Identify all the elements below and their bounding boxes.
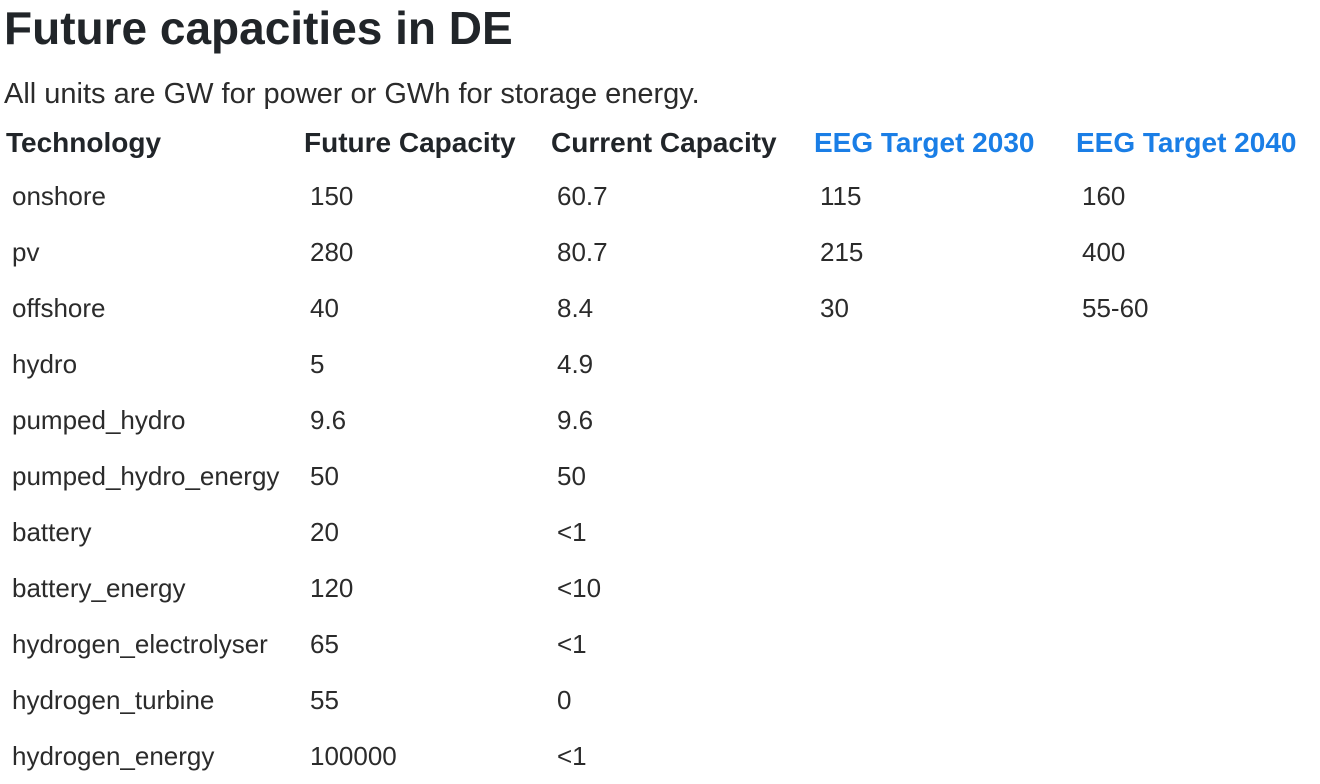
cell-eeg-target-2030	[808, 504, 1070, 560]
cell-future-capacity: 100000	[310, 740, 397, 771]
cell-eeg-target-2040	[1070, 504, 1320, 560]
table-row: hydrogen_electrolyser 65 <1	[0, 616, 1320, 672]
cell-eeg-target-2040	[1070, 336, 1320, 392]
cell-technology: hydro	[12, 348, 78, 379]
cell-current-capacity: <1	[557, 516, 587, 547]
cell-future-capacity: 55	[310, 684, 339, 715]
cell-technology: hydrogen_energy	[12, 740, 215, 771]
cell-eeg-target-2040	[1070, 448, 1320, 504]
table-row: pumped_hydro_energy 50 50	[0, 448, 1320, 504]
header-current-capacity: Current Capacity	[551, 127, 777, 158]
cell-current-capacity: 9.6	[557, 404, 594, 435]
cell-technology: offshore	[12, 292, 106, 323]
table-row: battery_energy 120 <10	[0, 560, 1320, 616]
cell-current-capacity: 60.7	[557, 180, 608, 211]
cell-eeg-target-2040	[1070, 616, 1320, 672]
header-technology: Technology	[6, 127, 162, 158]
cell-eeg-target-2030	[808, 616, 1070, 672]
cell-eeg-target-2040	[1070, 392, 1320, 448]
cell-eeg-target-2040: 160	[1082, 180, 1126, 211]
cell-eeg-target-2040: 400	[1082, 236, 1126, 267]
cell-eeg-target-2040: 55-60	[1082, 292, 1149, 323]
cell-eeg-target-2040	[1070, 672, 1320, 728]
cell-technology: pumped_hydro	[12, 404, 186, 435]
cell-eeg-target-2030: 115	[820, 180, 862, 211]
cell-technology: hydrogen_electrolyser	[12, 628, 268, 659]
table-row: pumped_hydro 9.6 9.6	[0, 392, 1320, 448]
page-subtitle: All units are GW for power or GWh for st…	[4, 78, 700, 110]
cell-eeg-target-2030	[808, 392, 1070, 448]
capacity-table: Technology Future Capacity Current Capac…	[0, 118, 1320, 784]
cell-technology: pumped_hydro_energy	[12, 460, 280, 491]
cell-eeg-target-2030	[808, 560, 1070, 616]
cell-technology: onshore	[12, 180, 106, 211]
cell-eeg-target-2030: 30	[820, 292, 849, 323]
table-row: pv 280 80.7 215 400	[0, 224, 1320, 280]
cell-future-capacity: 65	[310, 628, 339, 659]
cell-future-capacity: 280	[310, 236, 354, 267]
cell-future-capacity: 50	[310, 460, 339, 491]
cell-eeg-target-2030: 215	[820, 236, 864, 267]
table-body: onshore 150 60.7 115 160 pv 280 80.7 215 400 offsh…	[0, 168, 1320, 784]
cell-current-capacity: 8.4	[557, 292, 594, 323]
table-row: hydro 5 4.9	[0, 336, 1320, 392]
cell-technology: battery	[12, 516, 92, 547]
cell-eeg-target-2030	[808, 672, 1070, 728]
cell-current-capacity: 0	[557, 684, 572, 715]
table-row: hydrogen_energy 100000 <1	[0, 728, 1320, 784]
cell-eeg-target-2030	[808, 336, 1070, 392]
cell-future-capacity: 5	[310, 348, 325, 379]
cell-technology: pv	[12, 236, 40, 267]
cell-current-capacity: 50	[557, 460, 586, 491]
cell-current-capacity: <1	[557, 628, 587, 659]
cell-current-capacity: 80.7	[557, 236, 608, 267]
table-row: hydrogen_turbine 55 0	[0, 672, 1320, 728]
cell-technology: hydrogen_turbine	[12, 684, 215, 715]
cell-current-capacity: <1	[557, 740, 587, 771]
cell-eeg-target-2030	[808, 448, 1070, 504]
header-future-capacity: Future Capacity	[304, 127, 516, 158]
cell-future-capacity: 40	[310, 292, 339, 323]
table-row: offshore 40 8.4 30 55-60	[0, 280, 1320, 336]
cell-eeg-target-2040	[1070, 728, 1320, 784]
cell-current-capacity: 4.9	[557, 348, 594, 379]
header-eeg-target-2030-link[interactable]: EEG Target 2030	[814, 127, 1035, 158]
cell-future-capacity: 150	[310, 180, 354, 211]
cell-future-capacity: 120	[310, 572, 354, 603]
table-row: onshore 150 60.7 115 160	[0, 168, 1320, 224]
cell-technology: battery_energy	[12, 572, 186, 603]
cell-eeg-target-2030	[808, 728, 1070, 784]
table-header-row: Technology Future Capacity Current Capac…	[0, 118, 1320, 168]
cell-future-capacity: 9.6	[310, 404, 347, 435]
cell-current-capacity: <10	[557, 572, 602, 603]
table-row: battery 20 <1	[0, 504, 1320, 560]
page-title: Future capacities in DE	[4, 2, 513, 54]
cell-eeg-target-2040	[1070, 560, 1320, 616]
header-eeg-target-2040-link[interactable]: EEG Target 2040	[1076, 127, 1297, 158]
cell-future-capacity: 20	[310, 516, 339, 547]
